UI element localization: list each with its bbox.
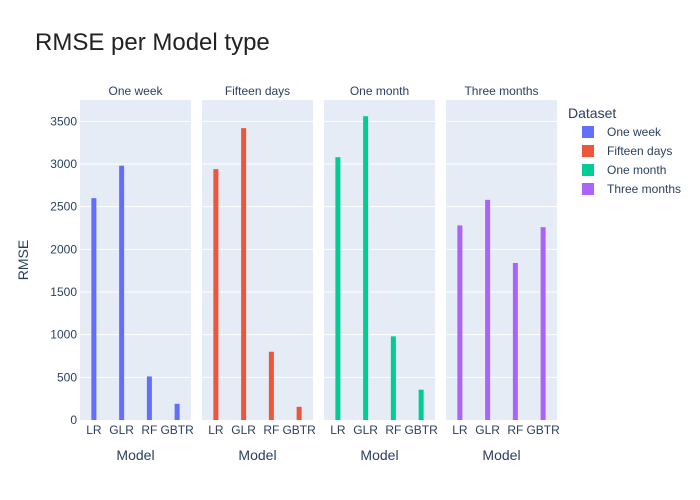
- x-tick-label: GBTR: [404, 423, 438, 437]
- x-tick-label: RF: [507, 423, 523, 437]
- y-tick-label: 0: [70, 413, 77, 427]
- x-tick-label: GBTR: [160, 423, 194, 437]
- bar-glr-1[interactable]: [241, 128, 247, 420]
- y-tick-label: 1500: [50, 285, 77, 299]
- x-tick-label: LR: [330, 423, 346, 437]
- legend-swatch[interactable]: [582, 164, 594, 176]
- bar-gbtr-1[interactable]: [296, 406, 302, 420]
- y-tick-label: 2500: [50, 200, 77, 214]
- legend-swatch[interactable]: [582, 183, 594, 195]
- bar-glr-3[interactable]: [485, 199, 491, 420]
- facet-panel-3: [446, 100, 557, 420]
- x-tick-label: RF: [141, 423, 157, 437]
- bar-gbtr-2[interactable]: [418, 389, 424, 420]
- y-tick-label: 3500: [50, 114, 77, 128]
- bar-gbtr-0[interactable]: [174, 403, 180, 420]
- facet-panel-1: [202, 100, 313, 420]
- legend-label[interactable]: Fifteen days: [607, 144, 672, 158]
- bar-rf-3[interactable]: [512, 262, 518, 420]
- x-tick-label: LR: [208, 423, 224, 437]
- legend-swatch[interactable]: [582, 145, 594, 157]
- x-tick-label: GLR: [353, 423, 378, 437]
- x-axis-title: Model: [116, 447, 154, 463]
- x-axis-title: Model: [238, 447, 276, 463]
- bar-rf-0[interactable]: [146, 376, 152, 420]
- facet-title: One month: [350, 84, 409, 98]
- facet-title: Fifteen days: [225, 84, 290, 98]
- bar-lr-1[interactable]: [213, 169, 219, 420]
- x-tick-label: GLR: [231, 423, 256, 437]
- facet-panel-0: [80, 100, 191, 420]
- bar-lr-2[interactable]: [335, 157, 341, 420]
- legend-swatch[interactable]: [582, 126, 594, 138]
- bar-rf-2[interactable]: [390, 336, 396, 420]
- bar-lr-3[interactable]: [457, 225, 463, 420]
- x-tick-label: LR: [452, 423, 468, 437]
- y-tick-label: 1000: [50, 328, 77, 342]
- bar-glr-2[interactable]: [363, 116, 369, 421]
- legend-title: Dataset: [568, 105, 616, 121]
- y-tick-label: 2000: [50, 242, 77, 256]
- legend-label[interactable]: One month: [607, 163, 666, 177]
- bar-lr-0[interactable]: [91, 198, 97, 420]
- x-tick-label: LR: [86, 423, 102, 437]
- x-axis-title: Model: [360, 447, 398, 463]
- facet-panel-2: [324, 100, 435, 420]
- facet-title: Three months: [464, 84, 538, 98]
- y-tick-label: 500: [57, 370, 77, 384]
- y-tick-label: 3000: [50, 157, 77, 171]
- facet-title: One week: [108, 84, 163, 98]
- legend-label[interactable]: Three months: [607, 182, 681, 196]
- bar-gbtr-3[interactable]: [540, 227, 546, 420]
- x-tick-label: RF: [263, 423, 279, 437]
- bar-glr-0[interactable]: [119, 165, 125, 420]
- y-axis-title: RMSE: [15, 240, 31, 280]
- x-tick-label: GBTR: [282, 423, 316, 437]
- chart-title: RMSE per Model type: [35, 29, 270, 56]
- x-tick-label: RF: [385, 423, 401, 437]
- x-tick-label: GLR: [109, 423, 134, 437]
- x-tick-label: GLR: [475, 423, 500, 437]
- x-tick-label: GBTR: [526, 423, 560, 437]
- legend: Dataset One week Fifteen days One month Thre…: [568, 105, 681, 196]
- bar-rf-1[interactable]: [268, 351, 274, 420]
- x-axis-title: Model: [482, 447, 520, 463]
- legend-label[interactable]: One week: [607, 125, 662, 139]
